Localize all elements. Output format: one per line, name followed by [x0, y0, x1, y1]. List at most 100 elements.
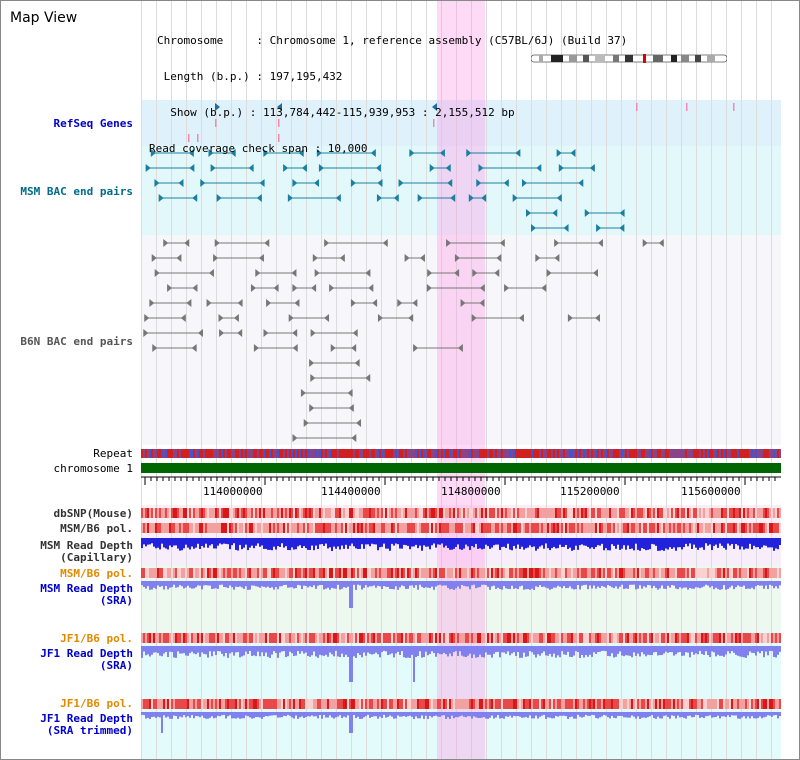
msm-cap-depth-bar — [351, 538, 353, 544]
jf1-b6-pol-strip-2 — [201, 699, 203, 709]
jf1-trim-depth-bar — [547, 712, 549, 718]
jf1-b6-pol-strip-2 — [395, 699, 397, 709]
msm-bac-label[interactable]: MSM BAC end pairs — [20, 185, 133, 198]
msm-cap-depth-bar — [605, 538, 607, 549]
jf1-b6-pol-strip-2 — [231, 699, 233, 709]
jf1-b6-pol-strip — [621, 633, 623, 643]
jf1-sra-depth-bar — [311, 646, 313, 656]
msm-b6-pol-strip-2 — [635, 568, 637, 578]
jf1-b6-pol-strip — [531, 633, 533, 643]
b6n-bac-label[interactable]: B6N BAC end pairs — [20, 335, 133, 348]
jf1-b6-pol-strip-2 — [437, 699, 439, 709]
b6n-bac-pair-end — [312, 254, 318, 262]
msm-cap-depth-bar — [635, 538, 637, 544]
repeat-segment — [295, 449, 297, 458]
msm-sra-depth-bar — [493, 581, 495, 586]
dbsnp-strip — [727, 508, 729, 518]
grid-line — [456, 1, 457, 759]
jf1-b6-pol-strip — [257, 633, 259, 643]
jf1-b6-pol-strip-2 — [719, 699, 721, 709]
jf1-b6-pol-strip — [773, 633, 775, 643]
jf1-trim-depth-bar — [235, 712, 237, 719]
msm-b6-pol-strip — [655, 523, 657, 533]
repeat-segment — [599, 449, 601, 458]
msm-b6-pol-strip — [719, 523, 721, 533]
msm-b6-pol-strip — [355, 523, 357, 533]
jf1-sra-depth-bar — [153, 646, 155, 653]
dbsnp-strip — [363, 508, 365, 518]
jf1-sra-depth-bar — [415, 646, 417, 658]
msm-b6-pol-strip-2 — [233, 568, 235, 578]
msm-b6-pol-strip — [505, 523, 507, 533]
msm-b6-pol-strip-2 — [431, 568, 433, 578]
jf1-b6-pol-strip — [157, 633, 159, 643]
jf1-sra-depth-bar — [673, 646, 675, 656]
jf1-sra-depth-bar — [389, 646, 391, 655]
msm-b6-pol-strip-2 — [461, 568, 463, 578]
selected-region-highlight[interactable] — [437, 1, 485, 759]
dbsnp-strip — [195, 508, 197, 518]
msm-sra-depth-bar — [231, 581, 233, 588]
jf1-b6-pol-strip-2 — [289, 699, 291, 709]
msm-sra-depth-bar — [687, 581, 689, 590]
msm-b6-pol-strip-2 — [505, 568, 507, 578]
msm-cap-depth-bar — [335, 538, 337, 549]
dbsnp-strip — [639, 508, 641, 518]
msm-sra-depth-bar — [507, 581, 509, 589]
dbsnp-strip — [301, 508, 303, 518]
jf1-b6-pol-strip — [455, 633, 457, 643]
jf1-sra-depth-bar — [357, 646, 359, 654]
msm-cap-depth-bar — [589, 538, 591, 549]
b6n-bac-pair-end — [292, 344, 298, 352]
msm-cap-depth-bar — [313, 538, 315, 551]
jf1-trim-depth-bar — [719, 712, 721, 719]
jf1-b6-pol-strip-2 — [297, 699, 299, 709]
msm-b6-pol-strip — [575, 523, 577, 533]
jf1-sra-depth-bar — [749, 646, 751, 652]
repeat-segment — [391, 449, 393, 458]
jf1-sra-depth-bar — [519, 646, 521, 658]
jf1-sra-depth-bar — [657, 646, 659, 656]
chromosome-ideogram[interactable] — [531, 54, 727, 63]
msm-b6-pol-strip-2 — [317, 568, 319, 578]
jf1-b6-pol-strip — [521, 633, 523, 643]
msm-b6-pol-strip — [487, 523, 489, 533]
repeat-segment — [675, 449, 677, 458]
msm-b6-pol-strip-2 — [667, 568, 669, 578]
jf1-b6-pol-strip-2 — [771, 699, 773, 709]
jf1-trim-depth-bar — [349, 712, 351, 733]
repeat-segment — [361, 449, 363, 458]
jf1-b6-pol-strip — [475, 633, 477, 643]
jf1-b6-pol-strip — [761, 633, 763, 643]
jf1-sra-depth-bar — [703, 646, 705, 655]
msm-cap-depth-bar — [525, 538, 527, 549]
msm-cap-depth-bar — [537, 538, 539, 549]
msm-cap-depth-bar — [277, 538, 279, 547]
refseq-genes-label[interactable]: RefSeq Genes — [53, 117, 133, 130]
jf1-trim-depth-bar — [375, 712, 377, 717]
repeat-segment — [275, 449, 277, 458]
msm-cap-depth-bar — [673, 538, 675, 548]
jf1-b6-pol-strip — [389, 633, 391, 643]
jf1-b6-pol-strip — [177, 633, 179, 643]
jf1-b6-pol-strip-2 — [171, 699, 173, 709]
jf1-b6-pol-strip — [201, 633, 203, 643]
msm-sra-depth-bar — [497, 581, 499, 588]
msm-sra-depth-bar — [651, 581, 653, 589]
msm-sra-depth-bar — [505, 581, 507, 589]
jf1-b6-pol-strip-2 — [683, 699, 685, 709]
dbsnp-strip — [501, 508, 503, 518]
msm-bac-pair-end — [570, 149, 576, 157]
msm-cap-depth-bar — [625, 538, 627, 550]
jf1-sra-depth-bar — [715, 646, 717, 657]
msm-sra-depth-bar — [517, 581, 519, 590]
msm-sra-depth-bar — [373, 581, 375, 586]
jf1-trim-depth-bar — [401, 712, 403, 717]
jf1-b6-pol-strip — [639, 633, 641, 643]
jf1-b6-pol-strip — [579, 633, 581, 643]
jf1-sra-depth-bar — [365, 646, 367, 656]
msm-b6-pol-strip — [373, 523, 375, 533]
msm-b6-pol-strip-2 — [509, 568, 511, 578]
dbsnp-strip — [351, 508, 353, 518]
